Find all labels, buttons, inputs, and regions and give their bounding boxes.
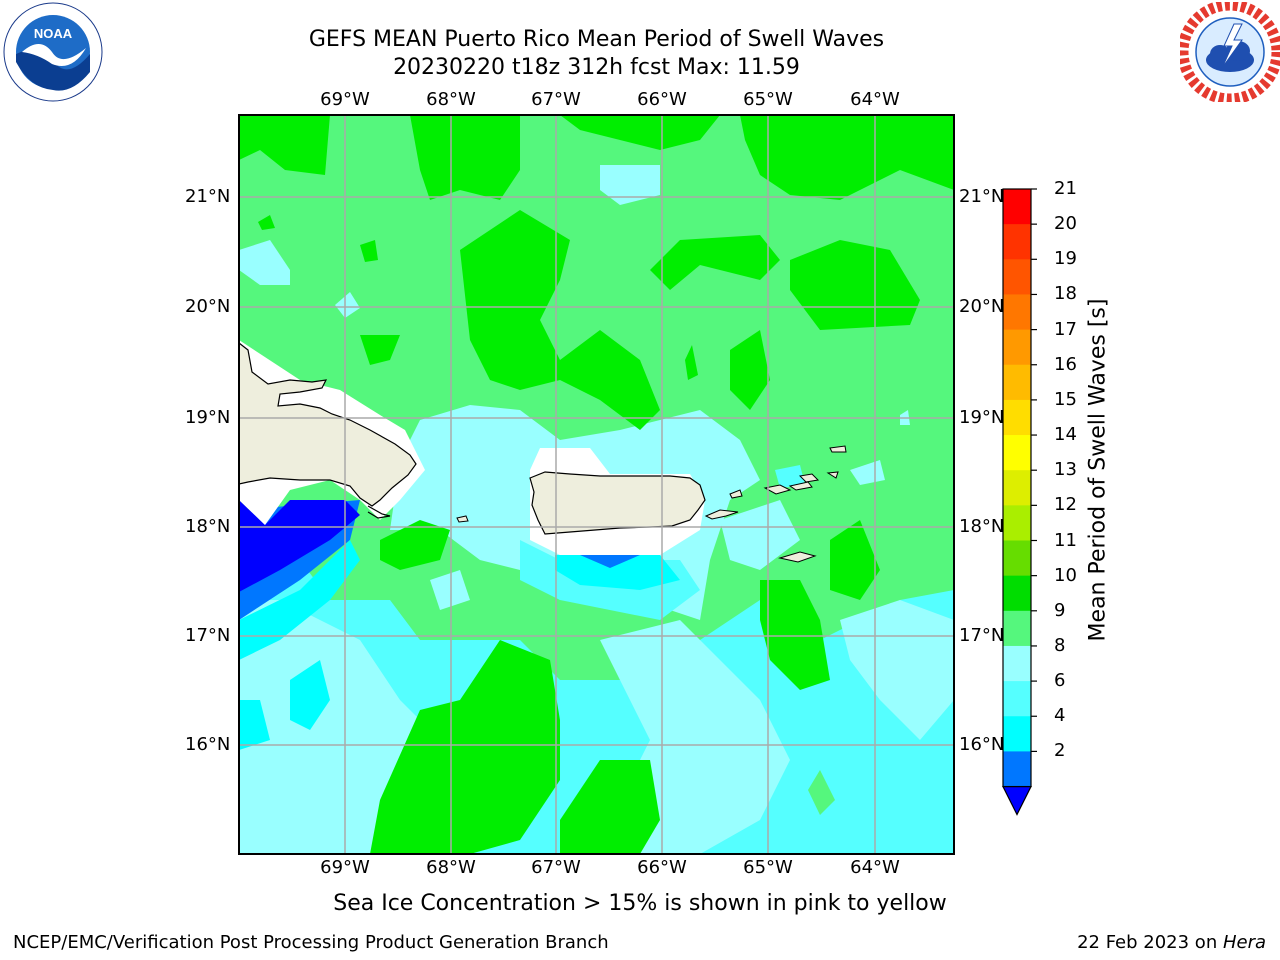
colorbar-segment: [1003, 189, 1031, 225]
colorbar-segment: [1003, 294, 1031, 331]
lat-label-left: 18°N: [185, 516, 231, 537]
lon-label-top: 68°W: [426, 89, 476, 110]
colorbar-tick-label: 2: [1054, 740, 1066, 762]
colorbar-segment: [1003, 399, 1031, 436]
colorbar-tick-label: 11: [1054, 529, 1077, 551]
map-frame: [238, 114, 955, 855]
lon-label-top: 65°W: [743, 89, 793, 110]
lon-label-bottom: 67°W: [531, 857, 581, 878]
colorbar-tick-label: 8: [1054, 634, 1066, 656]
lat-label-left: 20°N: [185, 296, 231, 317]
credit-date-text: 22 Feb 2023 on: [1077, 932, 1223, 953]
map-grid: [239, 115, 954, 854]
colorbar-segment: [1003, 681, 1031, 717]
colorbar-segment: [1003, 716, 1031, 752]
colorbar-segment: [1003, 575, 1031, 612]
lon-label-bottom: 65°W: [743, 857, 793, 878]
colorbar-tick-label: 10: [1054, 564, 1077, 586]
colorbar-segment: [1003, 470, 1031, 506]
credit-branch: NCEP/EMC/Verification Post Processing Pr…: [13, 932, 609, 953]
lon-label-top: 64°W: [850, 89, 900, 110]
lat-label-right: 18°N: [959, 516, 1005, 537]
colorbar-under-arrow: [1002, 785, 1032, 816]
lat-label-right: 17°N: [959, 625, 1005, 646]
colorbar-segment: [1003, 329, 1031, 366]
sea-ice-footnote: Sea Ice Concentration > 15% is shown in …: [0, 891, 1280, 916]
colorbar-tick-label: 17: [1054, 318, 1077, 340]
colorbar-tick-label: 12: [1054, 494, 1077, 516]
colorbar-segment: [1003, 224, 1031, 260]
lat-label-left: 16°N: [185, 734, 231, 755]
colorbar-label: Mean Period of Swell Waves [s]: [1085, 298, 1111, 642]
colorbar-tick-label: 13: [1054, 459, 1077, 481]
lat-label-left: 19°N: [185, 407, 231, 428]
colorbar-tick-label: 21: [1054, 178, 1077, 199]
lat-label-right: 19°N: [959, 407, 1005, 428]
colorbar-tick-label: 16: [1054, 353, 1077, 375]
lat-label-left: 17°N: [185, 625, 231, 646]
colorbar: [1002, 188, 1037, 816]
map-title: GEFS MEAN Puerto Rico Mean Period of Swe…: [308, 27, 885, 52]
colorbar-segment: [1003, 364, 1031, 401]
colorbar-tick-label: 6: [1054, 670, 1066, 692]
swell-period-field: [239, 115, 954, 854]
colorbar-segment: [1003, 259, 1031, 295]
credit-date: 22 Feb 2023 on Hera: [1077, 932, 1266, 953]
colorbar-segment: [1003, 645, 1031, 682]
lat-label-right: 21°N: [959, 186, 1005, 207]
credit-host: Hera: [1222, 932, 1266, 953]
lat-label-left: 21°N: [185, 186, 231, 207]
lat-label-right: 20°N: [959, 296, 1005, 317]
colorbar-segment: [1003, 610, 1031, 647]
colorbar-tick-label: 9: [1054, 599, 1066, 621]
colorbar-tick-label: 15: [1054, 388, 1077, 410]
colorbar-tick-label: 14: [1054, 424, 1077, 446]
lat-label-right: 16°N: [959, 734, 1005, 755]
colorbar-tick-label: 19: [1054, 248, 1077, 270]
lon-label-bottom: 69°W: [320, 857, 370, 878]
sea-ice-footnote-text: Sea Ice Concentration > 15% is shown in …: [333, 891, 947, 916]
lon-label-bottom: 64°W: [850, 857, 900, 878]
nws-logo: [1180, 2, 1280, 102]
colorbar-tick-label: 18: [1054, 283, 1077, 305]
lon-label-top: 66°W: [637, 89, 687, 110]
lon-label-bottom: 68°W: [426, 857, 476, 878]
map-subtitle: 20230220 t18z 312h fcst Max: 11.59: [393, 55, 800, 80]
colorbar-tick-label: 4: [1054, 705, 1066, 727]
lon-label-top: 67°W: [531, 89, 581, 110]
colorbar-segment: [1003, 505, 1031, 541]
colorbar-tick-label: 20: [1054, 213, 1077, 235]
colorbar-segment: [1003, 435, 1031, 471]
noaa-logo: NOAA: [3, 2, 103, 102]
lon-label-bottom: 66°W: [637, 857, 687, 878]
colorbar-segment: [1003, 751, 1031, 788]
noaa-logo-text: NOAA: [34, 26, 73, 41]
lon-label-top: 69°W: [320, 89, 370, 110]
colorbar-segment: [1003, 540, 1031, 577]
colorbar-frame: [1002, 188, 1032, 788]
